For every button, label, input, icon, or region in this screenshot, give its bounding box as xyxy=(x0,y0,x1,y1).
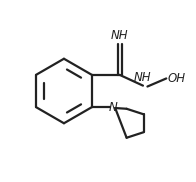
Text: NH: NH xyxy=(111,29,128,42)
Text: OH: OH xyxy=(167,72,185,85)
Text: NH: NH xyxy=(134,71,152,84)
Text: N: N xyxy=(109,101,118,114)
